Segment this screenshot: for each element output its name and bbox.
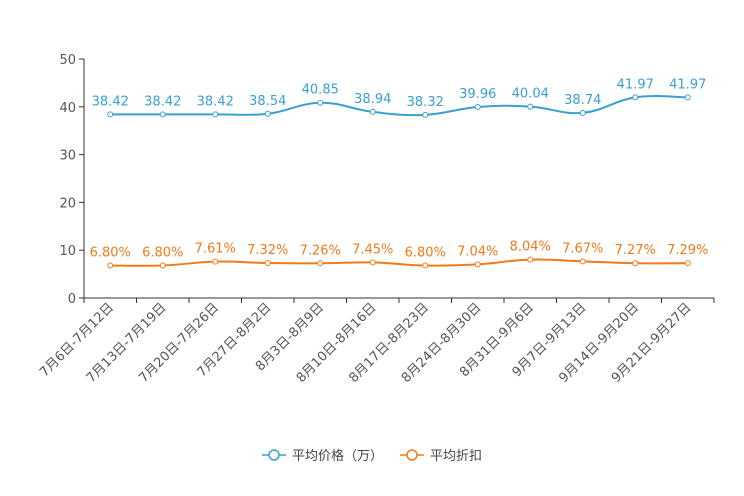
y-tick-label: 50: [59, 53, 76, 68]
data-point[interactable]: [159, 262, 166, 269]
chart-series: 38.42 38.42 38.42 38.54 40.85 38.94 38.32 39.96…: [90, 77, 708, 269]
series-line: [110, 258, 688, 267]
legend-item-2[interactable]: 平均折扣: [400, 449, 482, 464]
data-point[interactable]: [422, 262, 429, 269]
data-point[interactable]: [632, 94, 639, 101]
data-label: 7.29%: [667, 243, 708, 258]
data-point[interactable]: [684, 260, 691, 267]
data-label: 7.04%: [457, 244, 498, 259]
data-point[interactable]: [107, 262, 114, 269]
data-label: 6.80%: [142, 245, 183, 260]
data-point[interactable]: [107, 111, 114, 118]
data-label: 7.32%: [247, 243, 288, 258]
y-tick-label: 0: [68, 292, 76, 307]
data-label: 6.80%: [90, 245, 131, 260]
series-line: [110, 95, 688, 117]
data-label: 38.42: [144, 94, 181, 109]
data-point[interactable]: [579, 109, 586, 116]
data-point[interactable]: [264, 260, 271, 267]
y-tick-label: 20: [59, 196, 76, 211]
data-point[interactable]: [579, 258, 586, 265]
data-label: 7.45%: [352, 242, 393, 257]
data-label: 7.27%: [615, 243, 656, 258]
data-point[interactable]: [369, 108, 376, 115]
data-label: 41.97: [669, 77, 706, 92]
y-tick-label: 10: [59, 244, 76, 259]
data-label: 7.61%: [195, 242, 236, 257]
data-point[interactable]: [212, 258, 219, 265]
data-point[interactable]: [474, 103, 481, 110]
data-point[interactable]: [527, 256, 534, 263]
data-label: 40.04: [512, 87, 549, 102]
data-label: 41.97: [617, 77, 654, 92]
data-label: 7.26%: [300, 243, 341, 258]
data-label: 39.96: [459, 87, 496, 102]
data-point[interactable]: [527, 103, 534, 110]
data-label: 6.80%: [405, 245, 446, 260]
data-label: 8.04%: [510, 240, 551, 255]
data-point[interactable]: [684, 94, 691, 101]
data-point[interactable]: [369, 259, 376, 266]
y-tick-label: 40: [59, 101, 76, 116]
data-point[interactable]: [632, 260, 639, 267]
data-label: 38.94: [354, 92, 391, 107]
data-point[interactable]: [212, 111, 219, 118]
data-label: 38.54: [249, 94, 286, 109]
series-2: 6.80% 6.80% 7.61% 7.32% 7.26% 7.45% 6.80% 7.04%…: [90, 240, 708, 269]
legend-label: 平均折扣: [430, 449, 482, 464]
data-label: 38.32: [407, 95, 444, 110]
data-label: 38.42: [92, 94, 129, 109]
legend-marker-icon: [406, 449, 418, 461]
data-point[interactable]: [264, 110, 271, 117]
data-point[interactable]: [317, 260, 324, 267]
legend-label: 平均价格（万）: [292, 448, 383, 464]
data-label: 38.74: [564, 93, 601, 108]
data-label: 40.85: [302, 83, 339, 98]
data-point[interactable]: [159, 111, 166, 118]
data-point[interactable]: [317, 99, 324, 106]
chart-legend[interactable]: 平均价格（万） 平均折扣: [262, 448, 482, 464]
legend-item-1[interactable]: 平均价格（万）: [262, 448, 383, 464]
y-tick-label: 30: [59, 149, 76, 164]
data-point[interactable]: [422, 111, 429, 118]
legend-marker-icon: [268, 449, 280, 461]
data-label: 7.67%: [562, 241, 603, 256]
data-label: 38.42: [197, 94, 234, 109]
series-1: 38.42 38.42 38.42 38.54 40.85 38.94 38.32 39.96…: [92, 77, 706, 118]
data-point[interactable]: [474, 261, 481, 268]
